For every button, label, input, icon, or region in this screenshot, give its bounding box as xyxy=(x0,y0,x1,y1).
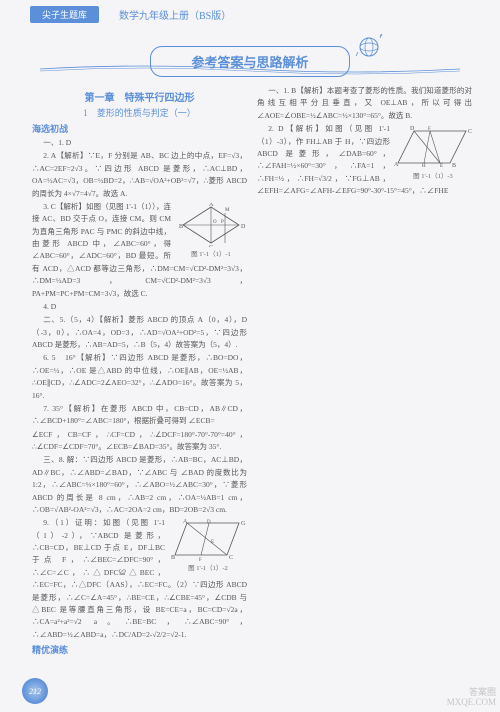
svg-text:D: D xyxy=(410,126,415,132)
page-header: 尖子生题库 数学九年级上册（BS版） xyxy=(0,0,500,28)
globe-icon xyxy=(354,32,384,62)
figure-2: A G C B D F E 图 1'-1（1）-2 xyxy=(169,519,247,572)
svg-text:D: D xyxy=(207,520,211,525)
header-tab: 尖子生题库 xyxy=(30,6,99,23)
answer-line: 7. 35°【解析】在菱形 ABCD 中，CB=CD，AB∥CD，∴∠BCD+1… xyxy=(32,403,247,428)
answer-line: 一、1. B【解析】本题考查了菱形的性质。我们知道菱形的对角线互相平分且垂直，又… xyxy=(257,85,472,122)
chapter-title: 第一章 特殊平行四边形 xyxy=(32,89,247,104)
page-number: 212 xyxy=(29,687,41,696)
answer-line: 二、5.（5，4）【解析】菱形 ABCD 的顶点 A（0，4），D（-3，0），… xyxy=(32,314,247,351)
page-number-badge: 212 xyxy=(22,678,48,704)
svg-text:C: C xyxy=(229,555,233,561)
answer-line: 4. D xyxy=(32,301,247,313)
svg-text:H: H xyxy=(422,164,426,169)
svg-text:D: D xyxy=(241,224,246,230)
answer-line: 2. A【解析】∵E，F 分别是 AB、BC 边上的中点，EF=√3，∴AC=2… xyxy=(32,150,247,200)
watermark: 答案圈 MXQE.COM xyxy=(447,688,496,708)
svg-text:P: P xyxy=(221,220,224,225)
svg-text:A: A xyxy=(209,203,214,208)
section-title: 1 菱形的性质与判定（一） xyxy=(32,106,247,119)
svg-text:C: C xyxy=(468,129,472,135)
figure-1-caption: 图 1'-1（1）-1 xyxy=(175,248,247,258)
svg-text:B: B xyxy=(171,555,175,561)
svg-text:A: A xyxy=(394,162,399,168)
answer-line: 一、1. D xyxy=(32,137,247,149)
svg-text:O: O xyxy=(213,220,217,225)
svg-text:E: E xyxy=(440,164,443,169)
content-columns: 第一章 特殊平行四边形 1 菱形的性质与判定（一） 海选初战 一、1. D 2.… xyxy=(0,85,500,670)
answer-line: ∠ECF，CB=CF，∴CF=CD，∴∠DCF=180°-70°-70°=40°… xyxy=(32,429,247,454)
svg-text:E: E xyxy=(211,540,214,545)
figure-3-caption: 图 1'-1（1）-3 xyxy=(394,170,472,180)
section-head-2: 精优演练 xyxy=(32,643,247,656)
header-title: 数学九年级上册（BS版） xyxy=(119,7,231,22)
svg-text:F: F xyxy=(199,558,202,561)
svg-text:B: B xyxy=(179,224,183,230)
svg-text:G: G xyxy=(241,521,246,527)
figure-1: B A D C O P M 图 1'-1（1）-1 xyxy=(175,203,247,258)
svg-text:A: A xyxy=(183,519,188,525)
section-head-1: 海选初战 xyxy=(32,122,247,135)
svg-text:F: F xyxy=(428,127,431,132)
answer-line: 6. 5 16°【解析】∵四边形 ABCD 是菱形，∴BO=DO，∴OE=½，∴… xyxy=(32,352,247,402)
svg-text:C: C xyxy=(209,245,213,247)
watermark-line2: MXQE.COM xyxy=(447,698,496,708)
main-title-box: 参考答案与思路解析 xyxy=(150,46,350,77)
figure-3: D C A B F E H 图 1'-1（1）-3 xyxy=(394,125,472,180)
main-title: 参考答案与思路解析 xyxy=(191,55,308,70)
svg-text:M: M xyxy=(225,208,230,213)
answer-line: 三、8. 解：∵四边形 ABCD 是菱形，∴AB=BC，AC⊥BD，AD∥BC，… xyxy=(32,454,247,516)
figure-2-caption: 图 1'-1（1）-2 xyxy=(169,562,247,572)
svg-text:B: B xyxy=(452,163,456,169)
